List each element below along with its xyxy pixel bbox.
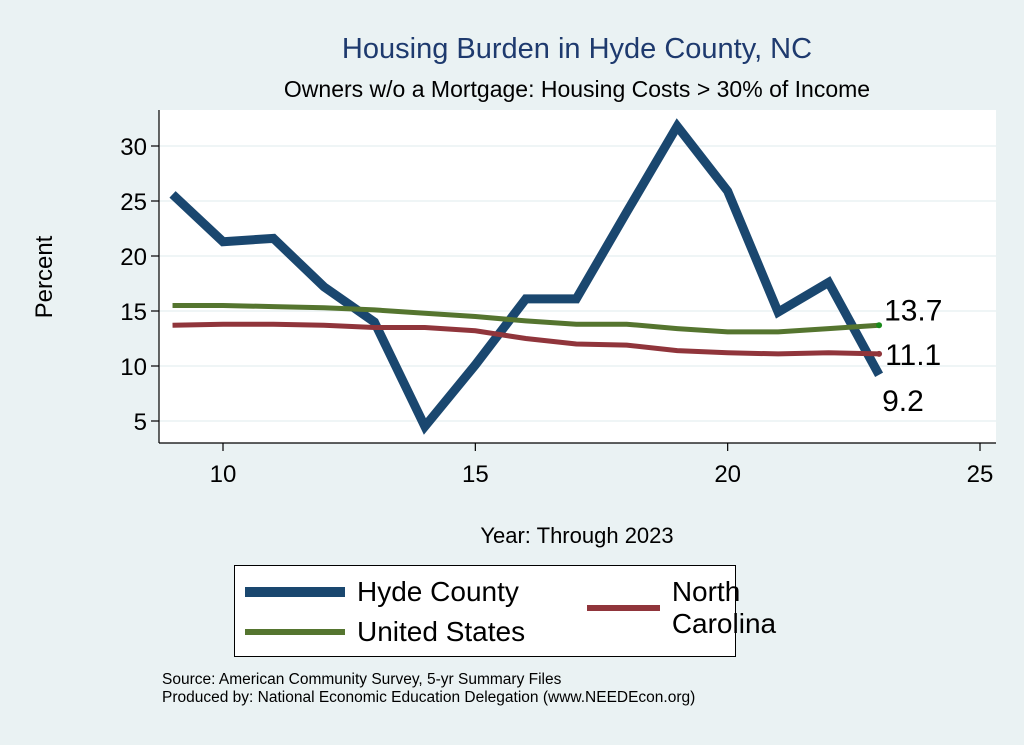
chart-title: Housing Burden in Hyde County, NC (342, 33, 812, 65)
source-note: Source: American Community Survey, 5-yr … (162, 671, 562, 688)
producer-note: Produced by: National Economic Education… (162, 689, 696, 706)
series-line-north-carolina (172, 321, 880, 357)
y-tick-label: 25 (120, 189, 147, 216)
legend-item-north-carolina: North Carolina (587, 576, 803, 640)
legend-swatch-united-states (245, 629, 345, 635)
us-end-marker (876, 322, 883, 329)
legend-label: North Carolina (671, 576, 777, 639)
chart-svg: 13.7 11.1 9.2 5 10 15 20 25 30 10 15 20 25 Housing… (31, 33, 996, 548)
end-labels: 13.7 11.1 9.2 (882, 294, 942, 418)
series-line-united-states (172, 303, 880, 335)
y-tick-label: 10 (120, 354, 147, 381)
footer-notes: Source: American Community Survey, 5-yr … (162, 671, 695, 707)
end-label-hyde-county: 9.2 (882, 385, 924, 418)
plot-area (159, 110, 996, 443)
legend-item-hyde-county: Hyde County (245, 576, 519, 608)
gridlines (159, 145, 996, 422)
legend-label: United States (357, 616, 526, 647)
series-line-hyde-county (169, 118, 884, 435)
y-tick-label: 30 (120, 134, 147, 161)
end-label-united-states: 13.7 (884, 294, 942, 327)
y-ticks: 5 10 15 20 25 30 (120, 134, 159, 436)
series-group (169, 118, 884, 435)
legend: Hyde County North Carolina United States (234, 565, 776, 657)
y-axis-label: Percent (31, 235, 58, 318)
x-tick-label: 10 (210, 461, 237, 488)
end-label-north-carolina: 11.1 (885, 339, 941, 372)
y-tick-label: 5 (134, 409, 147, 436)
x-tick-label: 15 (462, 461, 489, 488)
y-tick-label: 15 (120, 299, 147, 326)
legend-swatch-north-carolina (587, 605, 660, 611)
x-ticks: 10 15 20 25 (210, 443, 994, 488)
nc-end-marker (876, 350, 883, 357)
x-axis-label: Year: Through 2023 (480, 523, 673, 548)
chart-subtitle: Owners w/o a Mortgage: Housing Costs > 3… (284, 76, 870, 102)
y-tick-label: 20 (120, 244, 147, 271)
legend-item-united-states: United States (245, 616, 525, 648)
legend-swatch-hyde-county (245, 587, 345, 597)
legend-label: Hyde County (357, 576, 519, 607)
x-tick-label: 20 (714, 461, 741, 488)
x-tick-label: 25 (967, 461, 994, 488)
